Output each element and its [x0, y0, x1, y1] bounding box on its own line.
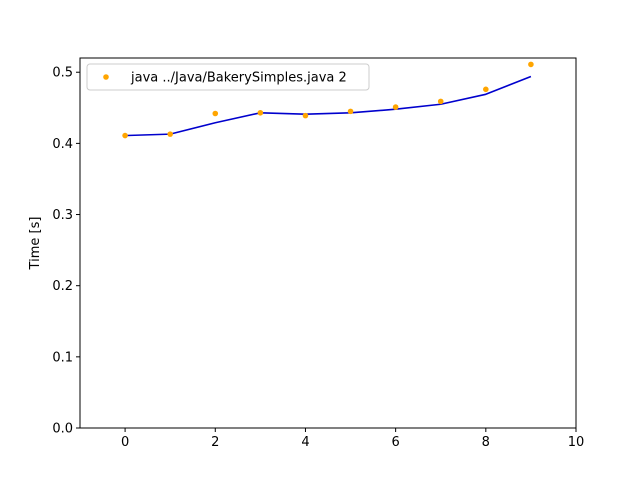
data-point — [122, 132, 128, 139]
fit-line — [125, 75, 532, 137]
legend: java ../Java/BakerySimples.java 2 — [86, 63, 370, 91]
data-point — [257, 109, 264, 116]
y-tick-label: 0.2 — [52, 279, 73, 294]
series-layer — [122, 61, 534, 139]
y-axis-label: Time [s] — [28, 217, 43, 271]
x-tick-label: 2 — [211, 435, 219, 450]
data-point — [302, 112, 309, 119]
y-tick-label: 0.1 — [52, 350, 73, 365]
y-tick-label: 0.0 — [52, 422, 73, 437]
x-tick-label: 8 — [482, 435, 490, 450]
x-tick-label: 0 — [121, 435, 129, 450]
data-point — [212, 110, 219, 117]
legend-marker — [103, 74, 109, 80]
data-point — [167, 131, 173, 137]
plot-frame — [79, 57, 577, 429]
data-point — [483, 86, 489, 93]
data-point — [528, 61, 534, 68]
data-point — [347, 108, 354, 115]
legend-label: java ../Java/BakerySimples.java 2 — [130, 71, 347, 86]
data-point — [392, 104, 399, 110]
legend-box — [86, 63, 370, 91]
y-tick-label: 0.3 — [52, 208, 73, 223]
data-point — [437, 98, 444, 105]
x-tick-label: 6 — [391, 435, 399, 450]
y-axis: 0.0 0.1 0.2 0.3 0.4 0.5 — [52, 66, 80, 437]
y-tick-label: 0.4 — [52, 137, 73, 152]
y-tick-label: 0.5 — [52, 66, 73, 81]
x-axis: 0 2 4 6 8 10 — [121, 428, 584, 450]
x-tick-label: 4 — [301, 435, 309, 450]
x-tick-label: 10 — [568, 435, 585, 450]
